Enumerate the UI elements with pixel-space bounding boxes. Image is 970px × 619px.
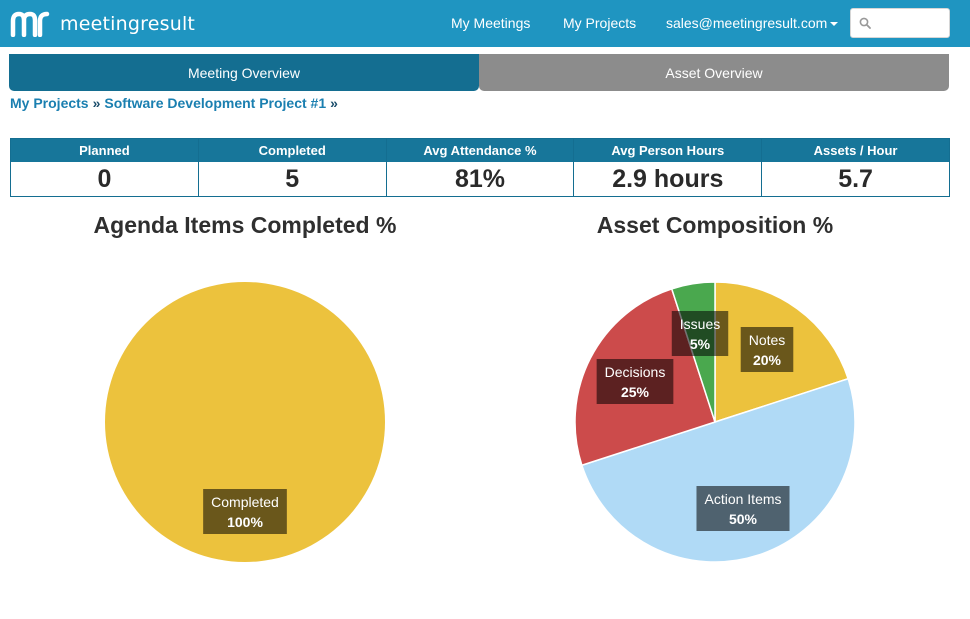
slice-label-name: Decisions bbox=[605, 364, 666, 380]
slice-label-value: 100% bbox=[227, 514, 263, 530]
top-navbar: meetingresult My Meetings My Projects sa… bbox=[0, 0, 970, 47]
slice-label-issues: Issues 5% bbox=[671, 311, 729, 356]
breadcrumb-project[interactable]: Software Development Project #1 bbox=[104, 95, 327, 111]
slice-label-box bbox=[740, 327, 794, 372]
stat-value: 81% bbox=[454, 164, 506, 193]
chart-title-agenda: Agenda Items Completed % bbox=[93, 212, 397, 238]
slice-label-value: 50% bbox=[729, 511, 758, 527]
pie-chart-asset-composition: Notes 20% Action Items 50% Decisions 25% Issue… bbox=[574, 281, 856, 563]
nav-my-meetings[interactable]: My Meetings bbox=[451, 15, 531, 31]
chart-title-assets: Asset Composition % bbox=[596, 212, 834, 238]
slice-label-notes: Notes 20% bbox=[740, 327, 794, 372]
slice-label-name: Action Items bbox=[704, 491, 781, 507]
slice-label-value: 20% bbox=[753, 352, 782, 368]
user-menu[interactable]: sales@meetingresult.com bbox=[666, 15, 839, 31]
user-email: sales@meetingresult.com bbox=[666, 15, 828, 31]
stat-label: Avg Person Hours bbox=[574, 139, 762, 162]
pie-chart-agenda-items-completed: Completed 100% bbox=[105, 282, 385, 562]
brand-logo-icon bbox=[10, 11, 50, 37]
stat-avg-attendance: Avg Attendance % 81% bbox=[386, 139, 575, 196]
breadcrumb-separator: » bbox=[330, 95, 338, 111]
stat-completed: Completed 5 bbox=[198, 139, 387, 196]
slice-label-value: 5% bbox=[690, 336, 711, 352]
breadcrumb: My Projects» Software Development Project… bbox=[10, 95, 342, 111]
brand-name: meetingresult bbox=[60, 13, 196, 35]
slice-label-name: Notes bbox=[749, 332, 786, 348]
caret-down-icon bbox=[830, 22, 839, 26]
brand[interactable]: meetingresult bbox=[10, 10, 195, 38]
stat-avg-person-hours: Avg Person Hours 2.9 hours bbox=[574, 139, 763, 196]
stat-label: Planned bbox=[11, 139, 198, 162]
tab-meeting-overview[interactable]: Meeting Overview bbox=[9, 54, 479, 91]
search-icon bbox=[859, 17, 871, 29]
tab-asset-overview[interactable]: Asset Overview bbox=[479, 54, 949, 91]
stats-table: Planned 0 Completed 5 Avg Attendance % 8… bbox=[10, 138, 950, 197]
slice-label-box bbox=[596, 359, 674, 404]
nav-my-projects[interactable]: My Projects bbox=[563, 15, 637, 31]
slice-label-box bbox=[696, 486, 790, 531]
stat-label: Assets / Hour bbox=[762, 139, 949, 162]
pie-slice-completed[interactable] bbox=[105, 282, 385, 562]
breadcrumb-separator: » bbox=[92, 95, 101, 111]
stat-value: 5.7 bbox=[838, 164, 873, 193]
breadcrumb-my-projects[interactable]: My Projects bbox=[10, 95, 89, 111]
search-box[interactable] bbox=[850, 8, 950, 38]
stat-planned: Planned 0 bbox=[11, 139, 199, 196]
stat-label: Completed bbox=[198, 139, 386, 162]
slice-label-action-items: Action Items 50% bbox=[696, 486, 790, 531]
slice-label-name: Issues bbox=[680, 316, 720, 332]
stat-value: 2.9 hours bbox=[612, 164, 724, 193]
slice-label-name: Completed bbox=[211, 494, 279, 510]
slice-label-value: 25% bbox=[621, 384, 650, 400]
slice-label-box bbox=[671, 311, 729, 356]
stat-label: Avg Attendance % bbox=[386, 139, 574, 162]
stat-assets-per-hour: Assets / Hour 5.7 bbox=[762, 139, 949, 196]
search-input[interactable] bbox=[875, 13, 945, 33]
slice-label-decisions: Decisions 25% bbox=[596, 359, 674, 404]
slice-label-box bbox=[203, 489, 287, 534]
stat-value: 5 bbox=[285, 164, 300, 193]
stat-value: 0 bbox=[97, 164, 112, 193]
slice-label-completed: Completed 100% bbox=[203, 489, 287, 534]
